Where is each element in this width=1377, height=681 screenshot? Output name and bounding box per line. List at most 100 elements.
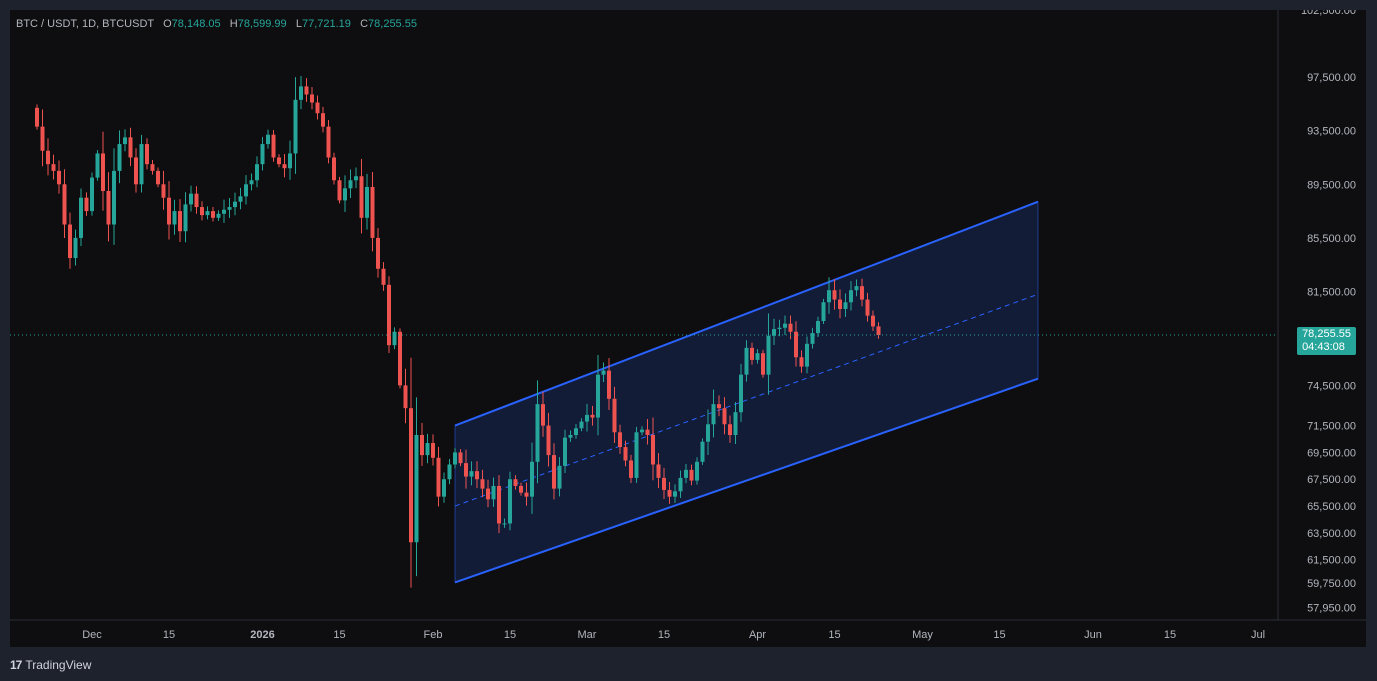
candle-body <box>557 465 562 489</box>
candle-body <box>299 86 303 100</box>
candle-body <box>854 286 859 291</box>
candle-body <box>354 176 358 181</box>
time-axis-label: 15 <box>1164 629 1176 641</box>
candle-body <box>623 447 628 461</box>
candle-body <box>123 137 127 145</box>
candle-body <box>79 197 83 238</box>
candle-body <box>530 461 534 497</box>
candle-body <box>568 434 573 438</box>
time-axis-label: 15 <box>333 629 345 641</box>
candle-body <box>871 315 875 327</box>
candle-body <box>200 207 204 216</box>
candle-body <box>821 302 826 322</box>
candle-body <box>667 489 672 497</box>
channel-fill <box>455 201 1038 583</box>
candle-body <box>849 290 853 303</box>
channel-upper-line <box>454 200 1039 427</box>
low-value: 77,721.19 <box>301 18 351 30</box>
candle-body <box>205 211 210 216</box>
bar-countdown: 04:43:08 <box>1302 341 1345 354</box>
candle-body <box>255 164 259 181</box>
last-price-value: 78,255.55 <box>1302 328 1351 341</box>
candle-body <box>645 429 650 435</box>
candle-body <box>216 213 221 218</box>
candle-body <box>183 204 188 232</box>
candle-body <box>810 333 815 344</box>
candle-body <box>579 421 584 429</box>
candle-body <box>222 209 226 214</box>
candle-body <box>860 286 864 300</box>
candle-body <box>62 184 67 225</box>
candle-body <box>711 404 716 425</box>
candle-body <box>744 347 749 375</box>
candle-body <box>233 201 237 208</box>
candle-body <box>728 424 732 435</box>
candle-body <box>640 429 644 433</box>
low-label: L <box>295 18 302 30</box>
brand-name[interactable]: TradingView <box>25 658 92 672</box>
candle-body <box>717 404 721 409</box>
chart-frame[interactable]: 102,500.00 97,500.00 93,500.00 89,500.00 85,… <box>10 10 1366 647</box>
candle-body <box>651 434 655 465</box>
candle-body <box>695 461 699 481</box>
time-axis-label: 15 <box>658 629 670 641</box>
candle-body <box>766 335 771 375</box>
candle-body <box>315 102 320 114</box>
channel-lower-line <box>454 377 1039 584</box>
candle-body <box>194 193 199 208</box>
time-axis-label: Jun <box>1084 629 1102 641</box>
candle-body <box>552 455 556 489</box>
candle-body <box>57 170 61 185</box>
candle-body <box>541 404 545 426</box>
time-axis-label: Jul <box>1251 629 1265 641</box>
symbol-header: BTC / USDT, 1D, BTCUSDT O78,148.05 H78,5… <box>16 18 417 30</box>
candle-body <box>277 157 281 165</box>
candle-body <box>161 184 166 198</box>
candle-body <box>678 477 683 492</box>
price-axis-label: 97,500.00 <box>1307 72 1356 84</box>
candle-body <box>370 186 375 238</box>
candle-body <box>618 432 622 448</box>
candle-body <box>634 432 639 478</box>
high-label: H <box>229 18 238 30</box>
close-label: C <box>360 18 369 30</box>
symbol-title[interactable]: BTC / USDT, 1D, BTCUSDT <box>16 18 154 30</box>
candle-body <box>502 523 507 525</box>
candle-body <box>68 224 72 259</box>
candle-body <box>475 471 479 480</box>
candle-body <box>722 408 727 425</box>
candle-body <box>106 190 111 225</box>
open-label: O <box>163 18 172 30</box>
candle-body <box>447 464 452 480</box>
candle-body <box>750 347 754 360</box>
candle-body <box>574 428 578 435</box>
time-axis-label: 15 <box>504 629 516 641</box>
time-axis-label: 15 <box>993 629 1005 641</box>
candle-body <box>486 488 490 500</box>
candle-body <box>662 477 666 490</box>
candle-body <box>211 211 215 218</box>
price-axis-label: 69,500.00 <box>1307 447 1356 459</box>
time-axis-label: 15 <box>828 629 840 641</box>
candle-body <box>524 492 529 497</box>
candle-body <box>436 457 441 497</box>
candle-body <box>95 153 100 178</box>
price-axis-label: 59,750.00 <box>1307 578 1356 590</box>
candle-body <box>145 144 149 165</box>
price-chart[interactable]: 102,500.00 97,500.00 93,500.00 89,500.00 85,… <box>10 10 1366 647</box>
tradingview-logo-icon[interactable]: 17 <box>10 658 22 672</box>
candle-body <box>733 412 738 435</box>
candle-body <box>414 434 419 543</box>
candle-body <box>403 385 408 409</box>
price-axis-label: 85,500.00 <box>1307 233 1356 245</box>
candle-body <box>117 144 122 171</box>
candle-body <box>425 443 430 456</box>
candle-body <box>794 331 798 358</box>
close-value: 78,255.55 <box>368 18 417 30</box>
candle-body <box>843 302 848 309</box>
candle-body <box>838 299 842 309</box>
candle-body <box>590 414 595 418</box>
candle-body <box>546 425 551 456</box>
open-value: 78,148.05 <box>171 18 221 30</box>
candle-body <box>612 398 617 433</box>
